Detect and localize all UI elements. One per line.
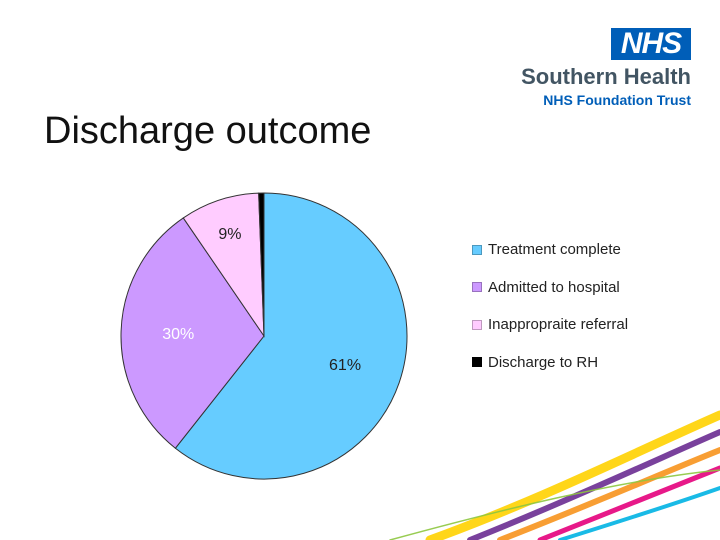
nhs-badge-text: NHS: [620, 27, 682, 60]
legend-label: Inappropraite referral: [488, 316, 629, 334]
data-label-3: 9%: [218, 226, 241, 243]
legend-item-3: Inappropraite referral: [472, 306, 628, 344]
pie-slice-1: [174, 192, 408, 480]
legend-swatch: [472, 319, 482, 330]
legend-item-2: Admitted to hospital: [472, 269, 628, 307]
swoosh-stripe: [558, 486, 720, 540]
legend-item-1: Treatment complete: [472, 231, 628, 269]
org-name: Southern Health: [521, 64, 691, 89]
slide-title: Discharge outcome: [44, 110, 372, 152]
legend-label: Treatment complete: [488, 241, 621, 259]
legend-item-4: Discharge to RH: [472, 344, 628, 382]
legend-label: Discharge to RH: [488, 353, 599, 371]
pie-slice-4: [258, 192, 265, 337]
pie-slice-2: [120, 217, 265, 449]
pie-slice-3: [182, 192, 265, 338]
legend-swatch: [472, 357, 482, 368]
legend-swatch: [472, 282, 482, 293]
swoosh-stripe: [425, 410, 720, 540]
data-label-2: 30%: [162, 326, 194, 343]
legend-swatch: [472, 244, 482, 255]
swoosh-stripe: [467, 429, 720, 540]
nhs-logo: NHS Southern Health NHS Foundation Trust: [505, 24, 695, 114]
swoosh-stripe: [389, 469, 720, 540]
legend-label: Admitted to hospital: [488, 278, 620, 296]
swoosh-stripe: [537, 465, 720, 540]
org-subtitle: NHS Foundation Trust: [543, 92, 691, 108]
data-label-1: 61%: [329, 357, 361, 374]
swoosh-stripe: [497, 447, 720, 540]
nhs-badge: NHS: [611, 28, 691, 60]
chart-legend: Treatment complete Admitted to hospital In…: [472, 231, 628, 381]
